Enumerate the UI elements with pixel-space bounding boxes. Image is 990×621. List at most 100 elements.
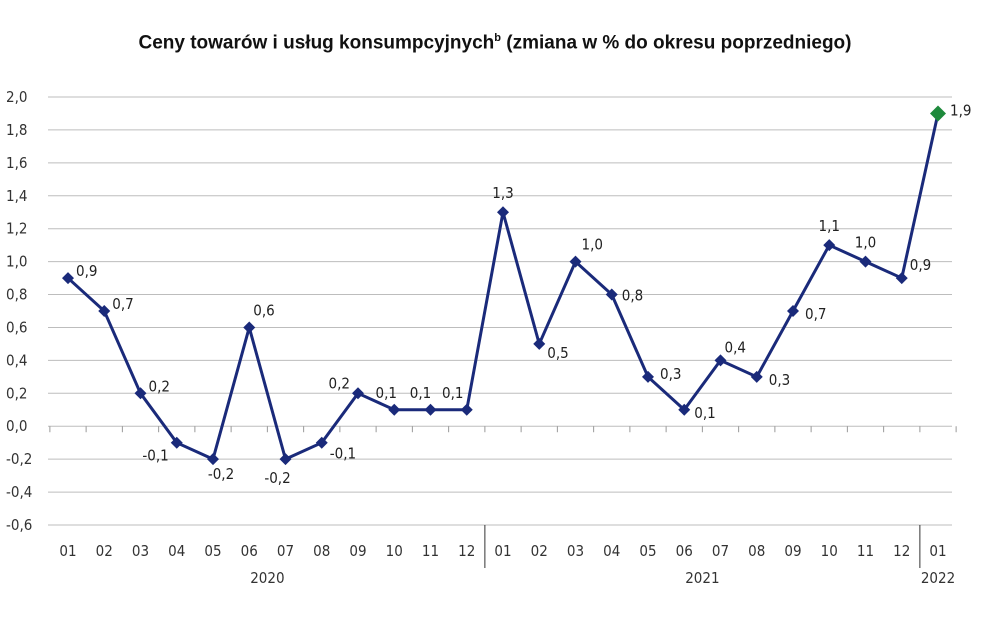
y-tick-label: -0,4 <box>6 483 32 501</box>
data-label: 0,5 <box>547 344 568 362</box>
data-label: 0,1 <box>410 384 431 402</box>
y-tick-label: 0,2 <box>6 384 27 402</box>
x-tick-label: 05 <box>204 542 221 560</box>
data-point-highlight <box>930 105 946 122</box>
data-label: 1,0 <box>855 234 876 252</box>
data-point <box>388 403 401 416</box>
x-tick-label: 10 <box>386 542 403 560</box>
data-label: 0,6 <box>253 301 274 319</box>
x-tick-label: 09 <box>784 542 801 560</box>
data-label: 0,4 <box>725 338 746 356</box>
y-tick-label: 1,6 <box>6 154 27 172</box>
chart-title-footnote: b <box>494 32 502 44</box>
x-tick-label: 08 <box>748 542 765 560</box>
data-label: 1,1 <box>819 217 840 235</box>
x-tick-label: 12 <box>893 542 910 560</box>
x-tick-label: 04 <box>168 542 185 560</box>
data-labels: 0,9 0,7 0,2 -0,1 -0,2 0,6 -0,2 -0,1 0,2 0,1 0,1 0,1… <box>76 101 971 487</box>
series <box>62 105 946 466</box>
x-axis: 01 02 03 04 05 06 07 08 09 10 11 12 01 02 03 04 05 06 07 08… <box>49 426 957 587</box>
data-label: -0,1 <box>330 445 356 463</box>
data-point <box>98 305 111 317</box>
y-axis-ticks: 2,0 1,8 1,6 1,4 1,2 1,0 0,8 0,6 0,4 0,2 0,0 -0,2 -0,… <box>6 88 32 534</box>
data-point <box>134 387 147 400</box>
grid-lines <box>48 96 952 526</box>
chart-title-main: Ceny towarów i usług konsumpcyjnych <box>138 32 495 54</box>
y-tick-label: -0,6 <box>6 516 32 534</box>
data-point <box>62 272 74 285</box>
data-point <box>859 255 872 268</box>
data-label: 1,0 <box>582 236 603 254</box>
y-tick-label: 1,8 <box>6 121 27 139</box>
data-label: 0,7 <box>112 295 133 313</box>
x-tick-label: 12 <box>458 542 475 560</box>
chart-title-suffix: (zmiana w % do okresu poprzedniego) <box>501 32 852 54</box>
x-tick-label: 07 <box>277 542 294 560</box>
data-point <box>642 370 654 383</box>
data-label: -0,2 <box>264 469 290 487</box>
data-point <box>569 255 582 268</box>
x-tick-label: 07 <box>712 542 729 560</box>
y-tick-label: 0,8 <box>6 286 27 304</box>
x-tick-label: 09 <box>349 542 366 560</box>
data-label: 1,9 <box>950 101 971 119</box>
x-tick-label: 03 <box>567 542 584 560</box>
y-tick-label: 1,0 <box>6 253 27 271</box>
x-tick-label: 02 <box>531 542 548 560</box>
data-point <box>533 337 546 350</box>
x-tick-label: 06 <box>241 542 258 560</box>
x-tick-label: 01 <box>494 542 511 560</box>
x-tick-label: 11 <box>422 542 439 560</box>
x-year-label: 2021 <box>685 569 719 587</box>
data-point <box>207 453 219 466</box>
x-tick-label: 08 <box>313 542 330 560</box>
y-tick-label: 1,2 <box>6 220 27 238</box>
data-label: 0,8 <box>622 287 643 305</box>
data-point <box>170 436 183 449</box>
x-tick-label: 02 <box>96 542 113 560</box>
data-label: 0,9 <box>76 262 97 280</box>
data-point <box>315 436 328 449</box>
data-label: 0,1 <box>442 384 463 402</box>
data-point <box>714 354 727 367</box>
data-point <box>424 403 437 416</box>
data-point <box>497 206 509 219</box>
data-point <box>243 321 256 334</box>
y-tick-label: -0,2 <box>6 450 32 468</box>
series-line <box>66 113 940 462</box>
data-point <box>605 288 618 301</box>
data-point <box>678 403 691 416</box>
x-tick-label: 05 <box>639 542 656 560</box>
x-tick-label: 10 <box>821 542 838 560</box>
x-tick-label: 11 <box>857 542 874 560</box>
data-point <box>823 239 836 252</box>
data-label: 0,2 <box>149 377 170 395</box>
data-point <box>787 305 799 317</box>
x-year-label: 2020 <box>250 569 284 587</box>
data-label: 0,7 <box>805 305 826 323</box>
data-label: -0,2 <box>208 465 234 483</box>
chart-title: Ceny towarów i usług konsumpcyjnychb (zm… <box>0 32 990 54</box>
y-tick-label: 0,0 <box>6 417 27 435</box>
data-point <box>460 403 473 416</box>
x-tick-label: 04 <box>603 542 620 560</box>
data-label: 1,3 <box>492 184 513 202</box>
y-tick-label: 2,0 <box>6 88 27 106</box>
data-point <box>279 453 292 466</box>
x-tick-label: 01 <box>929 542 946 560</box>
x-year-label: 2022 <box>921 569 955 587</box>
data-label: 0,3 <box>660 365 681 383</box>
data-label: 0,1 <box>694 404 715 422</box>
data-point <box>895 272 908 285</box>
x-tick-label: 03 <box>132 542 149 560</box>
data-label: 0,9 <box>910 256 931 274</box>
data-point <box>352 387 364 400</box>
y-tick-label: 1,4 <box>6 187 27 205</box>
x-tick-label: 01 <box>59 542 76 560</box>
data-point <box>750 370 763 383</box>
data-label: 0,3 <box>769 371 790 389</box>
y-tick-label: 0,4 <box>6 351 27 369</box>
data-label: -0,1 <box>142 447 168 465</box>
x-tick-label: 06 <box>676 542 693 560</box>
